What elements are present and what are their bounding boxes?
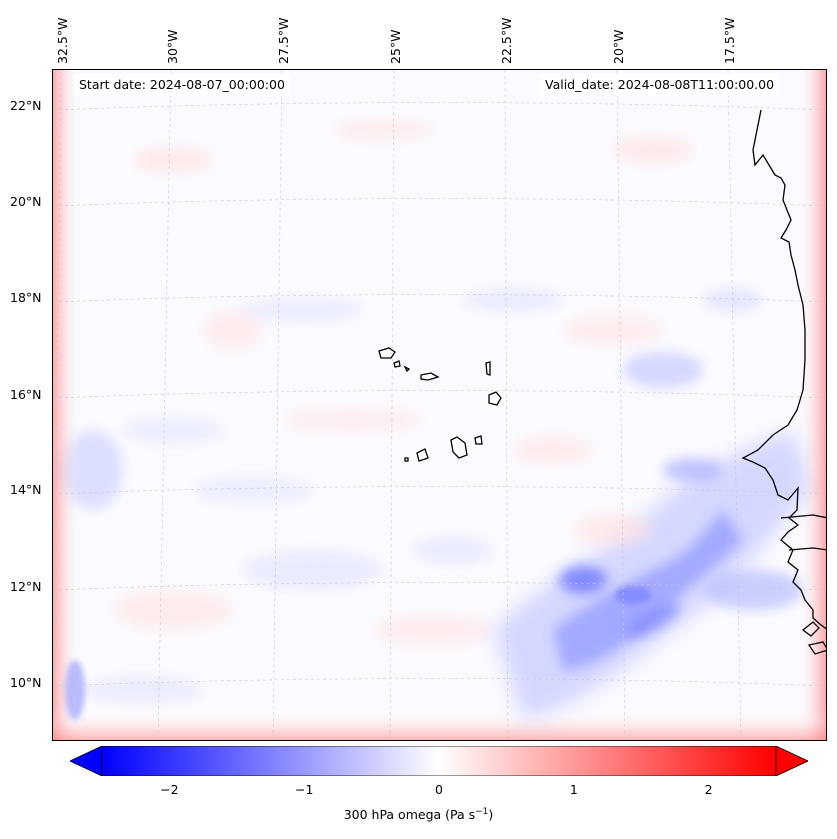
colorbar-tick-neg1: −1: [294, 782, 314, 797]
colorbar: [70, 746, 808, 776]
edge-blue-spot: [65, 660, 85, 720]
lat-label-22n: 22°N: [10, 98, 42, 113]
edge-zone-bottom: [53, 710, 826, 740]
lat-label-18n: 18°N: [10, 290, 42, 305]
field-strong-ascent: [493, 352, 813, 720]
colorbar-tick-neg2: −2: [160, 782, 179, 797]
colorbar-tick-2: 2: [704, 782, 713, 797]
africa-coastline: [741, 109, 826, 655]
omega-field-map: [53, 70, 826, 740]
colorbar-tick-1: 1: [569, 782, 578, 797]
colorbar-extend-high: [775, 746, 808, 776]
lon-label-25w: 25°W: [388, 29, 403, 64]
lon-label-20w: 20°W: [611, 29, 626, 64]
lat-label-16n: 16°N: [10, 387, 42, 402]
map-plot-area: [52, 69, 827, 741]
valid-date-label: Valid_date: 2024-08-08T11:00:00.00: [540, 74, 780, 96]
lat-label-12n: 12°N: [10, 579, 42, 594]
edge-zone-right: [798, 70, 826, 740]
lat-label-20n: 20°N: [10, 194, 42, 209]
lat-label-14n: 14°N: [10, 482, 42, 497]
lon-label-17-5w: 17.5°W: [722, 17, 737, 64]
colorbar-tick-0: 0: [435, 782, 443, 797]
colorbar-extend-low: [70, 746, 103, 776]
lon-label-27-5w: 27.5°W: [276, 17, 291, 64]
field-patches-weak: [63, 120, 763, 704]
graticule: [53, 70, 826, 740]
lat-label-10n: 10°N: [10, 675, 42, 690]
colorbar-gradient: [101, 746, 777, 776]
edge-zone-left: [53, 70, 81, 740]
cape-verde-islands: [378, 347, 502, 462]
lon-label-32-5w: 32.5°W: [55, 17, 70, 64]
lon-label-22-5w: 22.5°W: [499, 17, 514, 64]
colorbar-title: 300 hPa omega (Pa s−1): [343, 807, 494, 823]
start-date-label: Start date: 2024-08-07_00:00:00: [74, 74, 290, 96]
lon-label-30w: 30°W: [165, 29, 180, 64]
